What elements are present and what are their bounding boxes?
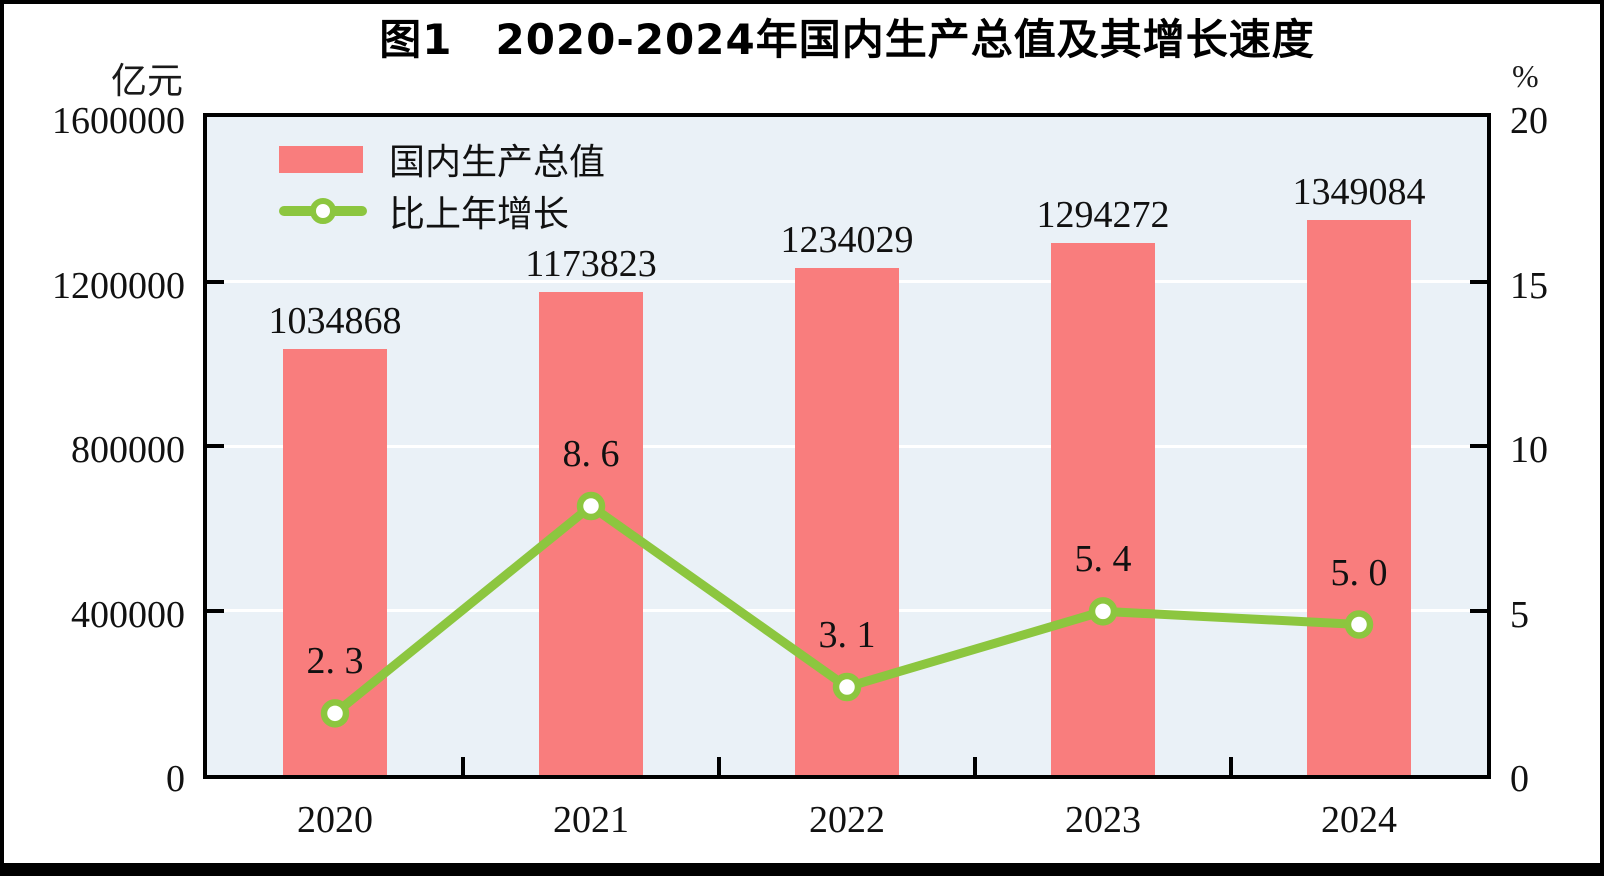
bar-value-label: 1173823: [525, 243, 657, 286]
line-marker-icon: [310, 198, 336, 224]
left-axis-tick-label: 1600000: [52, 100, 185, 142]
growth-line: [320, 491, 1374, 728]
line-marker: [320, 699, 350, 728]
right-axis-tick-label: 10: [1510, 429, 1548, 471]
x-axis-category-label: 2023: [1065, 799, 1141, 841]
legend-label-growth: 比上年增长: [389, 194, 570, 234]
x-axis-tick: [1229, 757, 1233, 775]
right-axis-tick-label: 5: [1510, 593, 1529, 636]
left-axis-tick: [207, 608, 224, 613]
right-axis-unit: %: [1512, 58, 1539, 94]
left-axis-tick-label: 400000: [71, 593, 185, 636]
bar-value-label: 1349084: [1292, 171, 1426, 214]
left-axis-unit: 亿元: [110, 61, 183, 101]
x-axis-tick: [717, 757, 721, 775]
left-axis-tick: [207, 444, 224, 448]
line-marker: [1344, 610, 1374, 639]
legend-item-growth: 比上年增长: [279, 185, 605, 237]
legend: 国内生产总值 比上年增长: [279, 133, 605, 237]
left-axis-tick-label: 1200000: [52, 264, 185, 307]
left-axis-tick: [207, 279, 224, 284]
chart-title: 图1 2020-2024年国内生产总值及其增长速度: [379, 15, 1315, 64]
line-value-label: 8. 6: [562, 433, 620, 476]
x-axis-tick: [461, 757, 465, 775]
right-axis-tick: [1470, 279, 1487, 284]
left-axis-tick-label: 800000: [71, 429, 185, 471]
right-axis-tick: [1470, 444, 1487, 448]
right-axis-tick-label: 0: [1510, 758, 1529, 800]
line-swatch-icon: [279, 198, 367, 224]
bar-swatch-icon: [279, 145, 363, 173]
line-marker: [1088, 597, 1118, 626]
plot-area: 国内生产总值 比上年增长 1034868 1173823 1234029 129427…: [203, 113, 1491, 779]
bar-2024: [1307, 220, 1411, 775]
bottom-border-bar: [0, 863, 1604, 876]
right-axis-tick-label: 15: [1510, 264, 1548, 307]
line-value-label: 5. 0: [1330, 551, 1388, 594]
x-axis-category-label: 2024: [1321, 799, 1397, 841]
right-axis-tick-label: 20: [1510, 100, 1548, 142]
x-axis-category-label: 2022: [809, 799, 885, 841]
bar-2023: [1051, 242, 1155, 775]
bar-value-label: 1294272: [1036, 193, 1170, 236]
x-axis-category-label: 2021: [553, 799, 629, 841]
bar-value-label: 1234029: [780, 218, 914, 261]
right-axis-tick: [1470, 608, 1487, 613]
x-axis-category-label: 2020: [297, 799, 373, 841]
line-marker: [832, 672, 862, 702]
line-marker: [576, 491, 606, 521]
line-value-label: 3. 1: [818, 614, 876, 656]
legend-item-gdp: 国内生产总值: [279, 133, 605, 185]
line-value-label: 5. 4: [1074, 538, 1132, 581]
legend-label-gdp: 国内生产总值: [389, 142, 606, 182]
left-axis-tick-label: 0: [166, 758, 185, 800]
x-axis-tick: [973, 757, 977, 775]
bar-value-label: 1034868: [268, 300, 402, 343]
line-value-label: 2. 3: [306, 640, 364, 683]
